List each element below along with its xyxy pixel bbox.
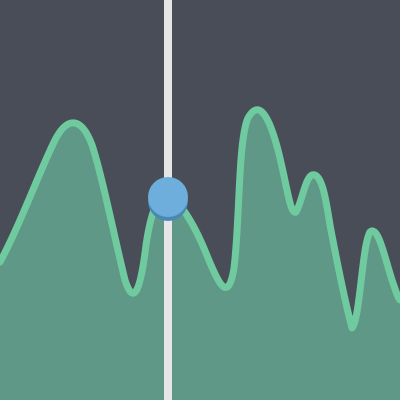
waveform-outline	[0, 106, 400, 332]
waveform-area	[0, 109, 400, 400]
circle-handle-icon[interactable]	[148, 177, 188, 217]
